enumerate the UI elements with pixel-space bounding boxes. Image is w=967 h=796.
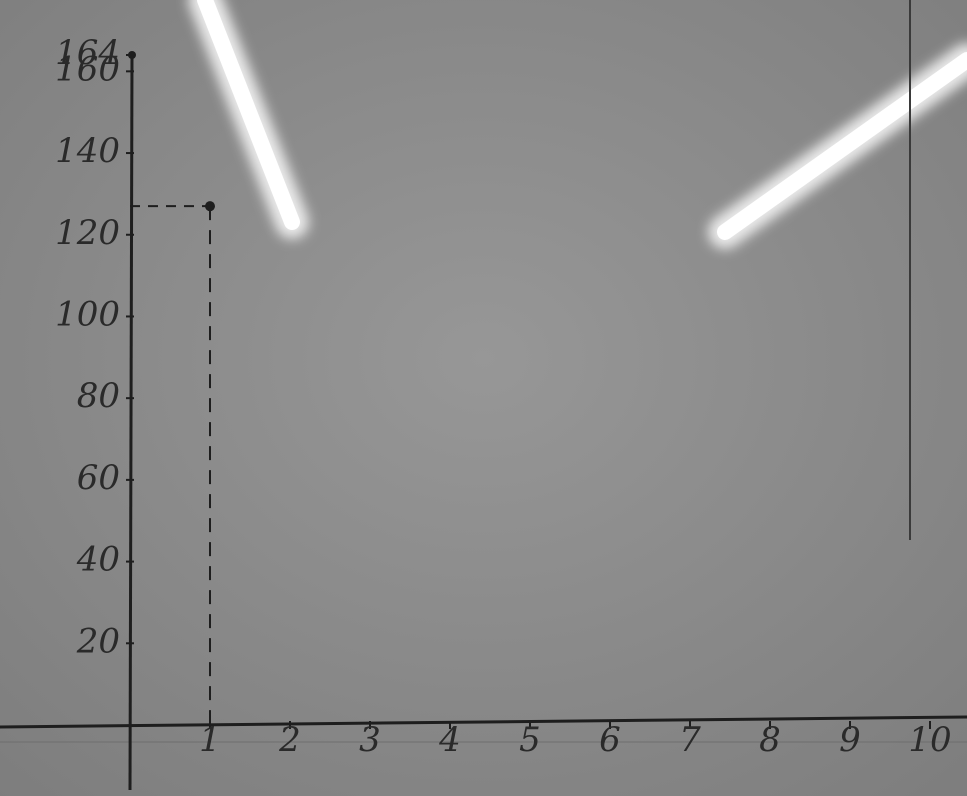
y-tick-label: 40: [76, 540, 120, 580]
x-tick-label: 2: [278, 720, 301, 760]
x-tick-label: 6: [599, 720, 621, 760]
y-tick-label: 60: [77, 458, 120, 498]
y-tick-label: 120: [55, 213, 120, 253]
x-tick-label: 7: [679, 720, 701, 760]
y-tick-label: 160: [55, 49, 120, 89]
x-tick-label: 9: [839, 720, 861, 760]
y-tick-label: 140: [55, 131, 120, 171]
x-tick-label: 5: [519, 720, 541, 760]
x-tick-label: 8: [759, 720, 781, 760]
x-tick-label: 3: [359, 720, 381, 760]
y-tick-label: 20: [76, 621, 120, 661]
x-tick-label: 10: [908, 720, 951, 760]
y-axis: [128, 54, 134, 791]
x-tick-label: 4: [438, 720, 461, 760]
y-tick-label: 100: [55, 294, 120, 334]
point: [205, 201, 215, 212]
x-tick-label: 1: [199, 720, 221, 760]
x-axis: [0, 715, 967, 729]
y-tick-label: 164: [55, 33, 120, 73]
light-streaks: [188, 0, 967, 249]
y-tick-label: 80: [77, 376, 120, 416]
